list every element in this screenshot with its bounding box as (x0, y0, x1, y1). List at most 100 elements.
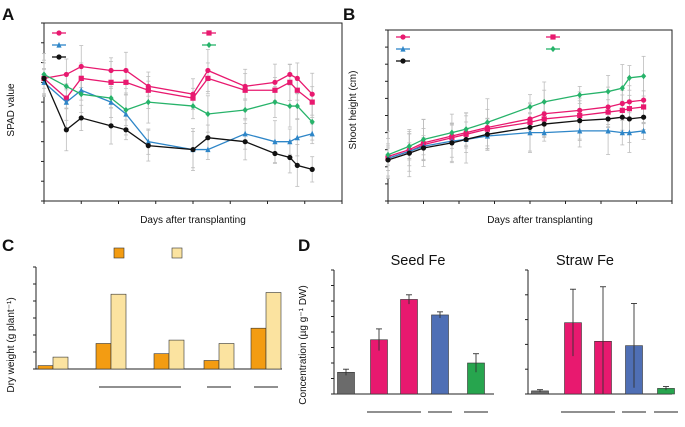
c1-point-3 (641, 73, 647, 80)
c1-point-1 (541, 116, 547, 122)
c0-point-1 (63, 95, 69, 101)
c1-point-4 (527, 124, 533, 131)
c1-point-1 (641, 104, 647, 110)
c2-bar-straw (52, 356, 69, 370)
c0-series-line-3 (43, 73, 313, 123)
c1-point-4 (420, 145, 427, 151)
c0-point-4 (145, 143, 151, 149)
c0-point-2 (242, 130, 248, 137)
c1-point-4 (385, 157, 391, 163)
b-xlabel: Days after transplanting (487, 215, 593, 226)
c0-legend-marker (206, 30, 212, 36)
c1-point-0 (619, 100, 625, 107)
c0-point-3 (78, 91, 84, 98)
c1-point-3 (527, 103, 533, 111)
c1-point-3 (619, 85, 625, 92)
seed-fe-title: Seed Fe (391, 253, 446, 269)
c0-point-1 (242, 87, 248, 93)
c1-point-2 (626, 129, 632, 136)
c1-point-0 (541, 111, 547, 117)
c0-point-0 (242, 83, 248, 89)
c3-bar (337, 371, 355, 395)
c1-point-3 (385, 151, 391, 158)
c2-bar-panicle (250, 327, 267, 370)
c1-point-1 (605, 109, 611, 115)
c0-point-2 (145, 138, 151, 145)
c0-series-line-2 (43, 81, 313, 151)
c1-point-3 (449, 129, 455, 136)
c0-point-2 (63, 99, 69, 105)
panel-label-b: B (343, 5, 355, 24)
c0-point-4 (123, 127, 129, 133)
c0-point-0 (205, 67, 211, 74)
c1-point-4 (626, 116, 633, 122)
c1-point-3 (406, 143, 412, 150)
c0-point-4 (287, 154, 293, 161)
c1-point-1 (463, 131, 469, 137)
c0-legend-marker (56, 41, 62, 48)
c0-point-3 (145, 99, 151, 106)
c2-bar-panicle (95, 343, 112, 370)
chart-a (41, 22, 343, 204)
c1-point-1 (527, 119, 533, 125)
c0-point-0 (294, 75, 300, 81)
c0-point-1 (190, 95, 196, 101)
c1-point-2 (619, 129, 625, 136)
c1-series-line-2 (387, 130, 644, 159)
c0-point-1 (108, 79, 114, 85)
c0-legend-marker (206, 41, 212, 49)
c1-point-4 (641, 114, 647, 120)
a-ylabel: SPAD value (6, 83, 17, 137)
c1-point-4 (577, 118, 583, 124)
c0-point-0 (145, 83, 151, 89)
c1-point-4 (605, 116, 611, 122)
c1-point-4 (406, 150, 412, 156)
c0-point-2 (123, 110, 129, 117)
c0-point-2 (108, 99, 114, 105)
c0-point-2 (309, 130, 315, 137)
c1-point-0 (577, 107, 583, 113)
c0-point-2 (287, 138, 293, 145)
c0-point-4 (205, 135, 211, 141)
c0-legend-marker (56, 54, 62, 60)
c1-point-0 (641, 97, 647, 103)
c0-point-4 (309, 166, 315, 172)
c0-point-3 (287, 102, 293, 110)
c0-point-0 (123, 67, 129, 74)
c1-point-2 (527, 129, 533, 136)
c0-point-4 (272, 150, 278, 157)
c0-point-0 (309, 91, 315, 97)
c1-point-3 (605, 88, 611, 95)
c0-point-4 (190, 146, 196, 153)
chart-d-seed (331, 269, 494, 413)
panel-label-d: D (298, 236, 310, 255)
c0-point-0 (63, 71, 69, 78)
c1-point-3 (484, 119, 490, 126)
c0-point-1 (78, 75, 84, 81)
c2-bar-straw (110, 293, 127, 370)
c0-point-1 (294, 87, 300, 93)
chart-c (33, 247, 282, 388)
c1-point-2 (541, 129, 547, 136)
c1-legend-marker (550, 34, 556, 40)
c0-point-4 (294, 162, 300, 168)
c0-point-4 (108, 123, 114, 129)
c1-point-2 (605, 127, 611, 134)
c0-point-3 (205, 110, 211, 118)
c0-point-4 (63, 127, 69, 133)
straw-fe-title: Straw Fe (556, 253, 614, 269)
c0-point-1 (272, 87, 278, 93)
c0-point-4 (41, 75, 47, 81)
c2-legend-swatch (113, 247, 125, 259)
c1-point-4 (449, 140, 455, 146)
panel-label-c: C (2, 236, 14, 255)
c0-point-0 (78, 63, 84, 70)
c1-point-1 (626, 106, 632, 112)
c0-point-2 (78, 87, 84, 93)
c2-bar-panicle (203, 360, 220, 370)
c0-series-line-1 (43, 77, 313, 103)
c1-point-1 (484, 126, 490, 132)
c0-point-3 (63, 83, 69, 90)
c2-bar-straw (265, 292, 282, 370)
